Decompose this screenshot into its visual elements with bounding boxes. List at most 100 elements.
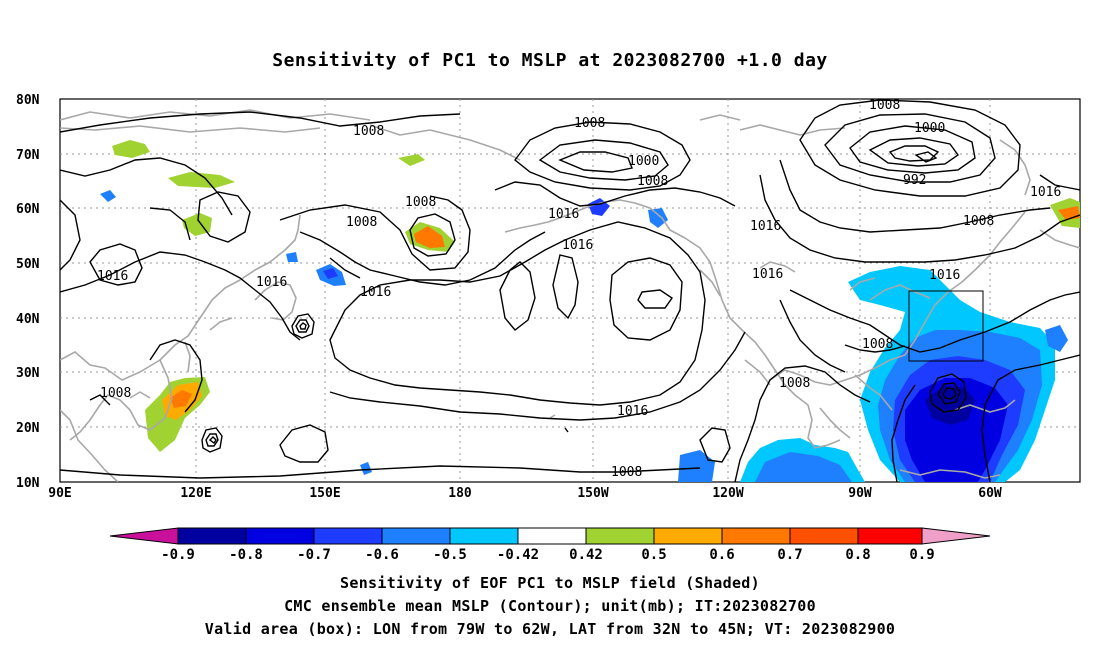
lon-label: 180	[448, 486, 472, 501]
caption-contour: CMC ensemble mean MSLP (Contour); unit(m…	[284, 597, 816, 615]
contour-label: 1016	[360, 285, 391, 300]
contour-label: 1016	[97, 269, 128, 284]
caption-shading: Sensitivity of EOF PC1 to MSLP field (Sh…	[340, 574, 760, 592]
colorbar-segment	[313, 527, 383, 545]
contour-1016-north-pacific-high	[329, 221, 706, 406]
contour-label: 1016	[562, 238, 593, 253]
negative-shade-gulf-of-mexico	[678, 450, 715, 482]
mslp-contours	[60, 99, 1080, 482]
lat-label: 60N	[16, 202, 40, 217]
lat-label: 10N	[16, 476, 40, 491]
contour-label: 1016	[929, 268, 960, 283]
positive-shade-siberia	[398, 154, 425, 166]
colorbar: -0.9 -0.8 -0.7 -0.6 -0.5 -0.42 0.42 0.5 …	[109, 527, 991, 563]
contour-label: 1016	[617, 404, 648, 419]
contour-label: 1008	[574, 116, 605, 131]
contour-label: 1000	[628, 154, 659, 169]
contour-1000-greenland-low	[799, 99, 1021, 197]
colorbar-arrow-left	[109, 527, 179, 545]
positive-shade-siberia	[168, 172, 235, 188]
contour-label: 1008	[637, 174, 668, 189]
lon-label: 120W	[712, 486, 743, 501]
colorbar-label: 0.7	[777, 547, 802, 563]
colorbar-label: -0.6	[365, 547, 399, 563]
contour-1008-north	[60, 111, 461, 133]
colorbar-segment	[517, 527, 587, 545]
gridlines	[60, 99, 1080, 482]
contour-1016-atlantic	[789, 289, 1080, 353]
contour-1008-atlantic	[844, 344, 906, 353]
positive-shade-philippines-core	[170, 390, 192, 408]
lat-label: 30N	[16, 366, 40, 381]
colorbar-segment	[789, 527, 859, 545]
contour-labels: 1008 1008 1000 1008 1008 1000 992 1016 1…	[97, 98, 1061, 480]
contour-1008-bering-low	[409, 213, 456, 257]
contour-1016-asia	[60, 251, 301, 341]
colorbar-segment	[177, 527, 247, 545]
colorbar-label: -0.7	[297, 547, 331, 563]
contour-1008-pacific	[279, 195, 471, 271]
colorbar-label: -0.42	[497, 547, 539, 563]
lon-label: 90W	[848, 486, 872, 501]
contour-label: 1016	[256, 275, 287, 290]
contour-label: 1008	[869, 98, 900, 113]
contour-label: 1008	[100, 386, 131, 401]
lat-label: 20N	[16, 421, 40, 436]
contour-label: 1016	[1030, 185, 1061, 200]
valid-area-box	[908, 290, 984, 362]
contour-1008-tropical	[60, 465, 701, 479]
lon-label: 90E	[48, 486, 71, 501]
caption-valid-area: Valid area (box): LON from 79W to 62W, L…	[204, 620, 896, 638]
lat-label: 50N	[16, 257, 40, 272]
colorbar-segment	[653, 527, 723, 545]
contour-label: 1008	[353, 124, 384, 139]
colorbar-label: 0.9	[909, 547, 934, 563]
contour-label: 1016	[548, 207, 579, 222]
lat-label: 70N	[16, 148, 40, 163]
colorbar-segment	[381, 527, 451, 545]
colorbar-segment	[857, 527, 923, 545]
contour-label: 1008	[779, 376, 810, 391]
colorbar-segment	[245, 527, 315, 545]
positive-shade-bering-core	[414, 226, 445, 248]
colorbar-label: 0.6	[709, 547, 734, 563]
colorbar-segment	[449, 527, 519, 545]
lon-label: 150E	[309, 486, 340, 501]
colorbar-label: 0.5	[641, 547, 666, 563]
negative-shade-siberia	[100, 190, 116, 202]
contour-label: 1016	[750, 219, 781, 234]
contour-label: 1008	[862, 337, 893, 352]
colorbar-segment	[585, 527, 655, 545]
contour-label: 992	[903, 173, 926, 188]
lon-label: 150W	[577, 486, 608, 501]
contour-typhoon-2	[201, 427, 223, 453]
latitude-labels: 80N 70N 60N 50N 40N 30N 20N 10N	[16, 93, 40, 491]
page-title: Sensitivity of PC1 to MSLP at 2023082700…	[272, 50, 828, 71]
positive-shade-siberia	[182, 213, 212, 236]
contour-hurricane	[929, 373, 967, 413]
lon-label: 120E	[180, 486, 211, 501]
lat-label: 80N	[16, 93, 40, 108]
contour-label: 1008	[405, 195, 436, 210]
contour-typhoon-1	[291, 313, 315, 339]
colorbar-label: -0.8	[229, 547, 263, 563]
colorbar-arrow-right	[921, 527, 991, 545]
positive-shade-siberia	[112, 140, 150, 158]
contour-label: 1008	[963, 214, 994, 229]
contour-label: 1008	[611, 465, 642, 480]
contour-label: 1000	[914, 121, 945, 136]
colorbar-label: -0.9	[161, 547, 195, 563]
contour-1008-asia	[60, 199, 81, 271]
longitude-labels: 90E 120E 150E 180 150W 120W 90W 60W	[48, 486, 1002, 501]
contour-label: 1008	[346, 215, 377, 230]
colorbar-label: -0.5	[433, 547, 467, 563]
contour-1000-aleutian	[514, 121, 691, 191]
lon-label: 60W	[978, 486, 1002, 501]
colorbar-segment	[721, 527, 791, 545]
contour-label: 1016	[752, 267, 783, 282]
lat-label: 40N	[16, 312, 40, 327]
contour-1016-subtropical	[329, 331, 746, 421]
colorbar-label: 0.8	[845, 547, 870, 563]
colorbar-label: 0.42	[569, 547, 603, 563]
contour-1016-pacific	[299, 231, 546, 286]
